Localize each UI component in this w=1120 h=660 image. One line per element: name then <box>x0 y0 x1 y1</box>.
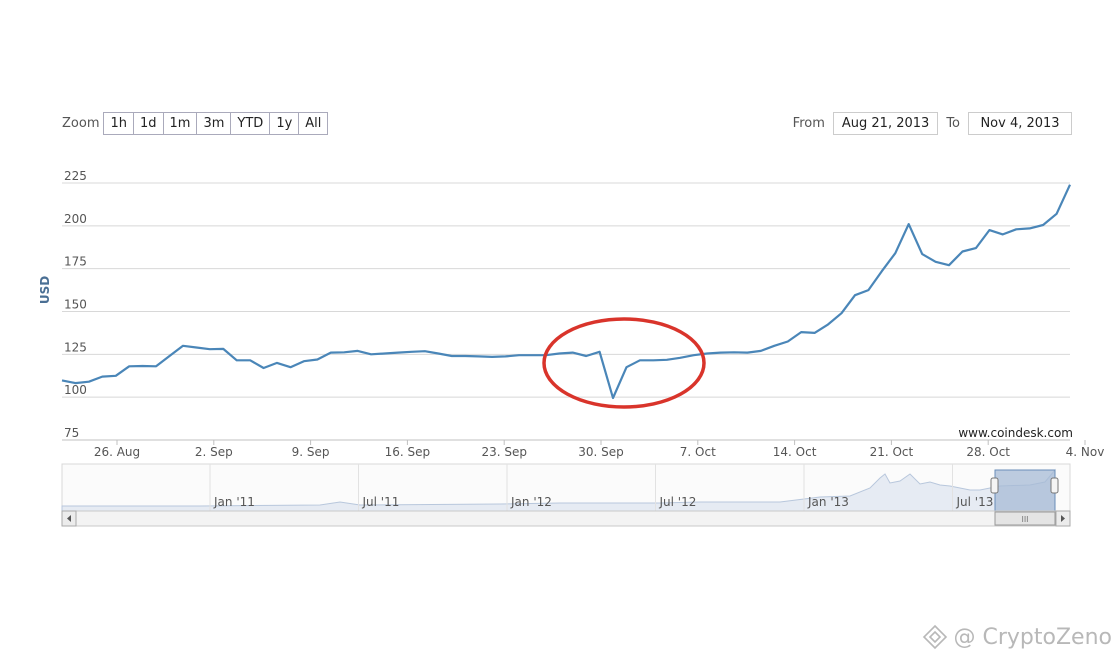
x-tick-label: 26. Aug <box>94 445 140 459</box>
zoom-button-1y[interactable]: 1y <box>270 113 300 134</box>
y-tick-label: 175 <box>64 255 87 269</box>
scrollbar-track[interactable] <box>61 510 1071 527</box>
scrollbar-thumb[interactable] <box>994 511 1056 526</box>
from-label: From <box>792 116 825 131</box>
x-tick-label: 4. Nov <box>1066 445 1105 459</box>
navigator-labels: Jan '11 Jul '11 Jan '12 Jul '12 Jan '13 Jul '… <box>209 464 994 511</box>
to-date-input[interactable]: Nov 4, 2013 <box>968 112 1072 135</box>
x-tick-label: 16. Sep <box>385 445 431 459</box>
y-tick-label: 125 <box>64 340 87 354</box>
zoom-button-all[interactable]: All <box>299 113 328 134</box>
price-chart: 75 100 125 150 175 200 225 USD 26. Aug 2. Sep 9.… <box>38 169 1105 527</box>
navigator-label: Jan '12 <box>510 495 552 509</box>
navigator-label: Jul '12 <box>659 495 697 509</box>
y-tick-label: 200 <box>64 212 87 226</box>
y-axis-label: USD <box>38 276 52 304</box>
y-tick-label: 225 <box>64 169 87 183</box>
x-tick-label: 14. Oct <box>773 445 817 459</box>
zoom-button-ytd[interactable]: YTD <box>231 113 271 134</box>
x-tick-label: 23. Sep <box>481 445 527 459</box>
navigator-selected-range[interactable] <box>994 469 1056 512</box>
x-axis-ticks: 26. Aug 2. Sep 9. Sep 16. Sep 23. Sep 30. Sep… <box>94 440 1105 459</box>
zoom-button-1h[interactable]: 1h <box>104 113 134 134</box>
navigator-left-handle[interactable] <box>990 477 999 494</box>
x-tick-label: 9. Sep <box>292 445 330 459</box>
y-tick-label: 75 <box>64 426 79 440</box>
watermark-text: @ CryptoZeno <box>953 624 1112 650</box>
x-tick-label: 21. Oct <box>870 445 914 459</box>
date-range-selector: From Aug 21, 2013 To Nov 4, 2013 <box>793 112 1072 135</box>
y-tick-label: 150 <box>64 298 87 312</box>
navigator-label: Jan '11 <box>213 495 255 509</box>
zoom-button-group: 1h 1d 1m 3m YTD 1y All <box>103 112 329 135</box>
highlight-circle <box>542 317 706 409</box>
scrollbar-grip: III <box>1021 515 1028 524</box>
watermark: @ CryptoZeno <box>922 624 1112 650</box>
zoom-label: Zoom <box>62 116 100 131</box>
chevron-right-icon <box>1061 515 1065 522</box>
zoom-button-1d[interactable]: 1d <box>134 113 164 134</box>
navigator-label: Jan '13 <box>807 495 849 509</box>
x-tick-label: 30. Sep <box>578 445 624 459</box>
from-date-input[interactable]: Aug 21, 2013 <box>832 112 939 135</box>
x-tick-label: 7. Oct <box>680 445 716 459</box>
x-tick-label: 28. Oct <box>966 445 1010 459</box>
source-credit: www.coindesk.com <box>958 426 1073 440</box>
zoom-button-1m[interactable]: 1m <box>163 113 198 134</box>
zoom-bar: Zoom 1h 1d 1m 3m YTD 1y All <box>62 112 329 135</box>
grid-lines <box>62 182 1070 398</box>
y-tick-label: 100 <box>64 383 87 397</box>
navigator-right-handle[interactable] <box>1050 477 1059 494</box>
price-series-line <box>61 184 1071 400</box>
x-tick-label: 2. Sep <box>195 445 233 459</box>
chevron-left-icon <box>67 515 71 522</box>
zoom-button-3m[interactable]: 3m <box>197 113 232 134</box>
diamond-logo-icon <box>922 624 947 650</box>
y-axis-ticks: 75 100 125 150 175 200 225 <box>64 169 87 440</box>
to-label: To <box>946 116 960 131</box>
navigator-label: Jul '11 <box>362 495 400 509</box>
navigator-label: Jul '13 <box>956 495 994 509</box>
